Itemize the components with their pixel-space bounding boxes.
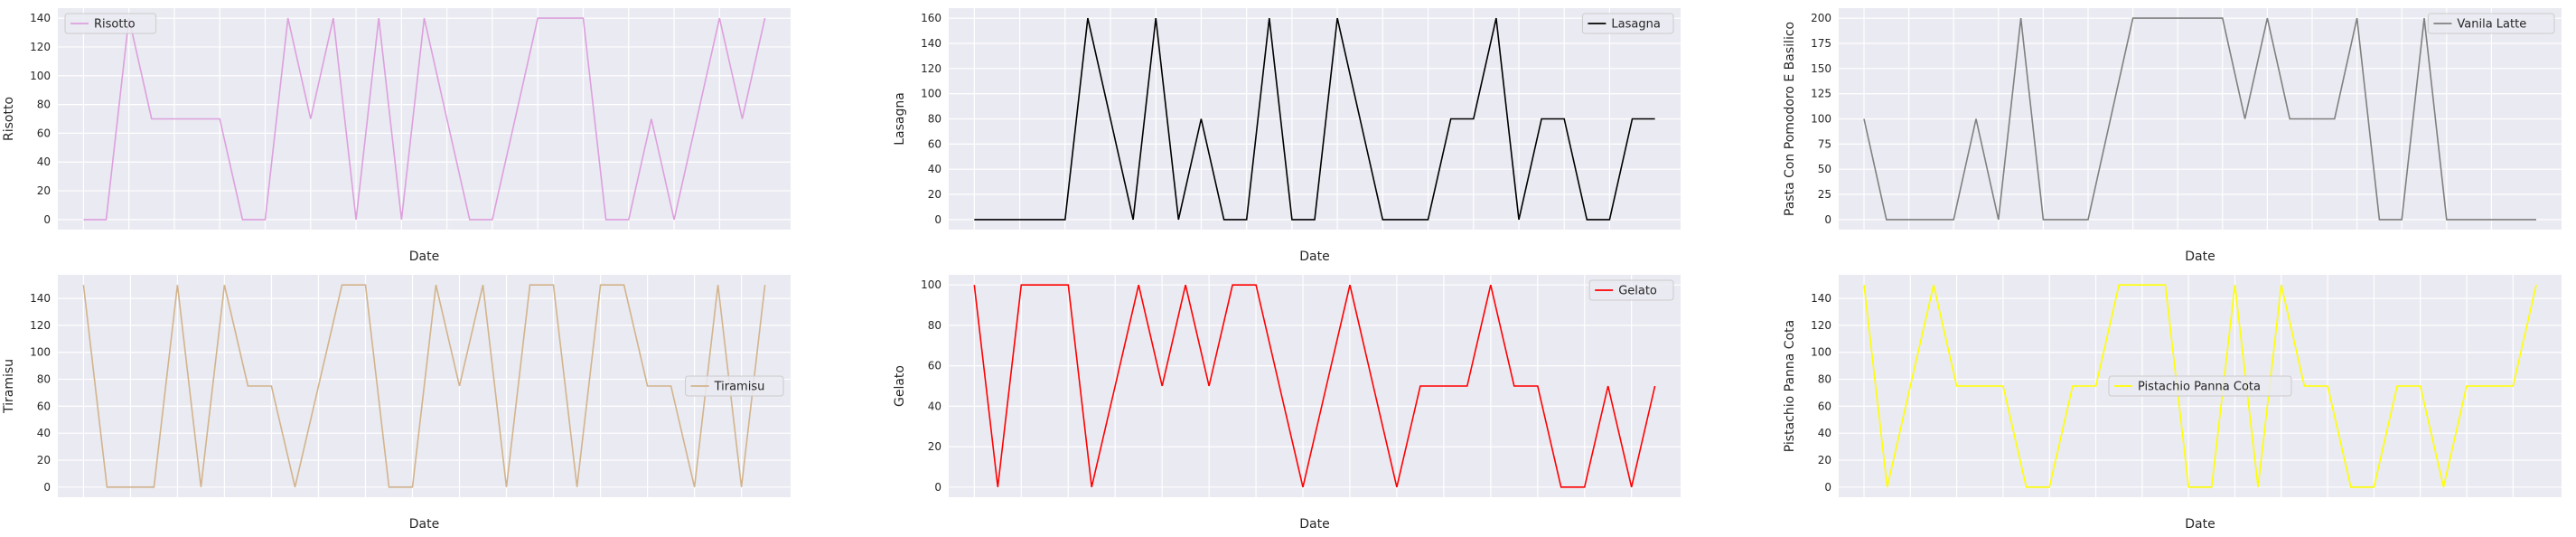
y-tick-label: 0 — [1824, 213, 1831, 226]
y-tick-label: 140 — [30, 292, 51, 305]
y-tick-label: 120 — [30, 319, 51, 332]
y-tick-label: 120 — [921, 62, 941, 75]
chart-panel-4: 0 20 40 60 80 100 120 140 Date Tiramisu Tiramisu — [2, 275, 791, 532]
chart-panel-1: 0 20 40 60 80 100 120 140 Date Risotto Risotto — [2, 8, 791, 264]
legend-label: Gelato — [1618, 285, 1657, 298]
x-axis-label: Date — [409, 517, 439, 532]
y-tick-label: 100 — [30, 346, 51, 359]
legend: Vanila Latte — [2427, 13, 2555, 34]
x-axis-label: Date — [1299, 250, 1329, 264]
y-tick-label: 20 — [37, 184, 51, 197]
legend-label: Pistachio Panna Cota — [2138, 381, 2261, 394]
y-axis-label: Risotto — [2, 97, 16, 141]
y-tick-label: 75 — [1818, 137, 1831, 150]
y-tick-label: 0 — [43, 481, 51, 494]
legend: Tiramisu — [685, 375, 784, 397]
chart-panel-2: 0 20 40 60 80 100 120 140 160 Date Lasagna Lasagna — [893, 8, 1681, 264]
y-tick-label: 60 — [928, 360, 941, 372]
y-tick-label: 40 — [37, 427, 51, 439]
y-tick-label: 120 — [30, 41, 51, 53]
y-tick-label: 100 — [921, 278, 941, 291]
y-tick-label: 160 — [921, 12, 941, 24]
y-axis-label: Lasagna — [893, 92, 907, 146]
y-tick-label: 125 — [1811, 88, 1831, 100]
x-axis-label: Date — [2185, 250, 2215, 264]
y-tick-label: 40 — [928, 400, 941, 412]
y-tick-label: 60 — [37, 400, 51, 412]
y-tick-label: 80 — [37, 99, 51, 111]
chart-panel-3: 0 25 50 75 100 125 150 175 200 Date Pasta Con Pomo… — [1783, 8, 2562, 264]
y-tick-label: 140 — [30, 12, 51, 24]
y-tick-label: 100 — [1811, 346, 1831, 359]
legend-label: Tiramisu — [714, 381, 765, 394]
x-axis-label: Date — [409, 250, 439, 264]
y-tick-label: 175 — [1811, 37, 1831, 50]
y-tick-label: 40 — [37, 155, 51, 168]
legend-label: Vanila Latte — [2457, 18, 2526, 32]
y-tick-label: 140 — [1811, 292, 1831, 305]
legend: Lasagna — [1581, 13, 1674, 34]
y-tick-label: 100 — [921, 88, 941, 100]
y-tick-label: 0 — [934, 213, 941, 226]
y-axis-label: Pistachio Panna Cota — [1783, 320, 1797, 452]
legend-label: Lasagna — [1611, 18, 1660, 32]
legend-label: Risotto — [94, 18, 136, 32]
y-tick-label: 60 — [1818, 400, 1831, 412]
x-axis-label: Date — [1299, 517, 1329, 532]
legend: Pistachio Panna Cota — [2108, 375, 2292, 397]
series-line-pistachio-panna-cota — [1863, 284, 2537, 488]
y-tick-label: 40 — [928, 163, 941, 175]
y-tick-label: 140 — [921, 37, 941, 50]
y-tick-label: 25 — [1818, 188, 1831, 201]
y-axis-label: Pasta Con Pomodoro E Basilico — [1783, 22, 1797, 216]
y-tick-label: 120 — [1811, 319, 1831, 332]
y-tick-label: 80 — [928, 319, 941, 332]
y-tick-label: 80 — [37, 373, 51, 386]
series-line-gelato — [973, 284, 1656, 488]
chart-panel-5: 0 20 40 60 80 100 Date Gelato Gelato — [893, 275, 1681, 532]
y-tick-label: 60 — [37, 127, 51, 139]
y-tick-label: 20 — [37, 454, 51, 466]
series-line-risotto — [83, 17, 766, 221]
y-axis-label: Gelato — [893, 365, 907, 407]
x-axis-label: Date — [2185, 517, 2215, 532]
y-tick-label: 100 — [1811, 113, 1831, 126]
y-tick-label: 80 — [1818, 373, 1831, 386]
y-tick-label: 20 — [928, 188, 941, 201]
y-tick-label: 200 — [1811, 12, 1831, 24]
plot-area — [949, 275, 1681, 497]
chart-panel-6: 0 20 40 60 80 100 120 140 Date Pistachio Panna Co… — [1783, 275, 2562, 532]
legend: Risotto — [64, 13, 157, 34]
series-line-lasagna — [974, 17, 1655, 221]
y-tick-label: 0 — [1824, 481, 1831, 494]
y-tick-label: 50 — [1818, 163, 1831, 175]
y-tick-label: 40 — [1818, 427, 1831, 439]
y-tick-label: 100 — [30, 70, 51, 82]
y-tick-label: 20 — [1818, 454, 1831, 466]
y-tick-label: 20 — [928, 440, 941, 453]
y-tick-label: 0 — [43, 213, 51, 226]
series-line-vanila-latte — [1863, 17, 2536, 221]
y-tick-label: 80 — [928, 113, 941, 126]
y-tick-label: 0 — [934, 481, 941, 494]
legend: Gelato — [1588, 279, 1674, 301]
series-line-tiramisu — [82, 284, 766, 488]
y-tick-label: 150 — [1811, 62, 1831, 75]
y-tick-label: 60 — [928, 137, 941, 150]
y-axis-label: Tiramisu — [2, 359, 16, 414]
